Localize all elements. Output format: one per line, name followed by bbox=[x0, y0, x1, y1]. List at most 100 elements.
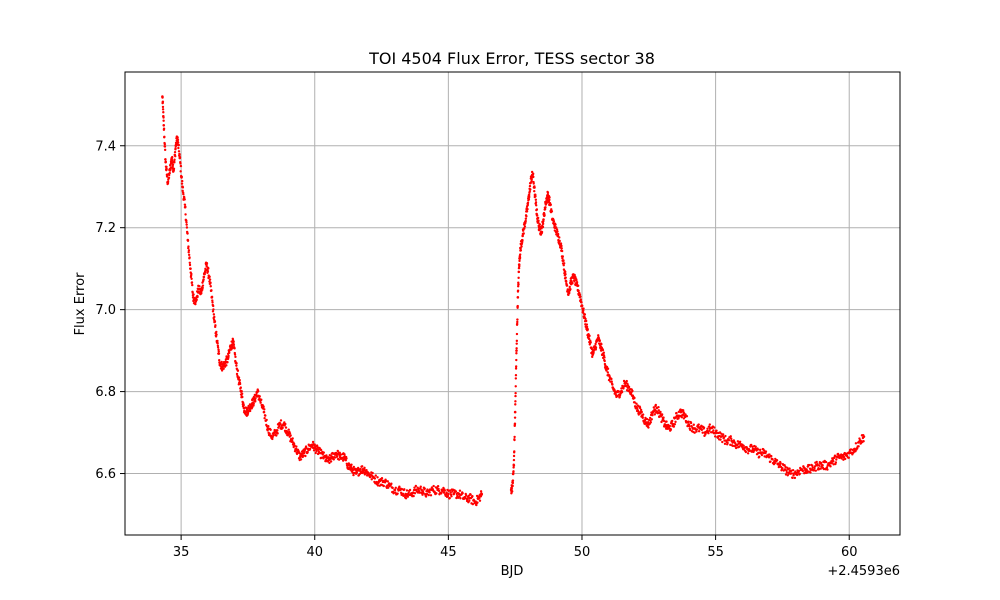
chart-title: TOI 4504 Flux Error, TESS sector 38 bbox=[368, 49, 655, 68]
y-tick-label: 6.8 bbox=[95, 385, 116, 400]
data-point bbox=[511, 479, 515, 482]
data-point bbox=[558, 239, 561, 243]
data-point bbox=[423, 487, 426, 490]
data-point bbox=[695, 428, 699, 431]
data-point bbox=[538, 225, 542, 229]
data-point bbox=[424, 495, 428, 498]
data-point bbox=[177, 150, 181, 153]
data-point bbox=[165, 175, 169, 178]
data-point bbox=[564, 273, 567, 276]
data-point bbox=[847, 456, 850, 459]
data-point bbox=[680, 416, 684, 419]
data-point bbox=[693, 431, 696, 434]
data-point bbox=[337, 458, 341, 461]
data-point bbox=[727, 438, 731, 442]
data-point bbox=[669, 428, 673, 432]
data-point bbox=[167, 176, 171, 180]
data-point bbox=[826, 468, 829, 471]
data-point bbox=[516, 296, 520, 299]
data-point bbox=[758, 448, 762, 452]
data-point bbox=[413, 491, 417, 495]
data-point bbox=[252, 402, 255, 405]
data-point bbox=[236, 369, 240, 372]
data-point bbox=[325, 454, 328, 457]
data-point bbox=[840, 457, 843, 460]
data-point bbox=[479, 490, 483, 493]
data-point bbox=[544, 206, 547, 209]
data-point bbox=[584, 317, 587, 321]
data-point bbox=[769, 460, 772, 463]
data-point bbox=[660, 413, 664, 416]
data-point bbox=[240, 390, 243, 393]
data-point bbox=[511, 484, 514, 488]
data-point bbox=[515, 339, 519, 343]
data-point bbox=[215, 333, 218, 336]
data-point bbox=[577, 284, 580, 287]
data-point bbox=[829, 465, 832, 468]
data-point bbox=[468, 499, 471, 502]
data-point bbox=[339, 453, 342, 456]
data-point bbox=[164, 160, 167, 163]
data-point bbox=[601, 348, 605, 352]
data-point bbox=[234, 355, 237, 359]
data-point bbox=[719, 438, 722, 441]
data-point bbox=[562, 264, 565, 267]
data-point bbox=[269, 428, 272, 431]
data-point bbox=[538, 223, 541, 226]
data-point bbox=[583, 313, 587, 316]
data-point bbox=[429, 494, 433, 497]
data-point bbox=[770, 454, 773, 458]
data-point bbox=[534, 198, 538, 201]
data-point bbox=[758, 455, 761, 458]
data-point bbox=[187, 250, 190, 254]
data-point bbox=[672, 425, 676, 428]
data-point bbox=[170, 159, 174, 163]
data-point bbox=[535, 204, 538, 207]
data-point bbox=[201, 286, 204, 290]
data-point bbox=[554, 226, 558, 229]
data-point bbox=[605, 369, 608, 372]
data-point bbox=[639, 408, 643, 412]
data-point bbox=[514, 377, 518, 380]
data-point bbox=[254, 400, 257, 403]
data-point bbox=[517, 266, 521, 270]
data-point bbox=[862, 439, 865, 443]
data-point bbox=[670, 419, 674, 423]
data-point bbox=[788, 467, 791, 470]
data-point bbox=[215, 330, 218, 334]
data-point bbox=[785, 469, 788, 472]
data-point bbox=[597, 334, 600, 337]
data-point bbox=[469, 493, 472, 496]
data-point bbox=[688, 424, 691, 428]
data-point bbox=[185, 226, 189, 229]
data-point bbox=[255, 393, 258, 396]
data-point bbox=[188, 256, 191, 259]
data-point bbox=[580, 301, 583, 304]
data-point bbox=[542, 218, 545, 221]
data-point bbox=[512, 454, 516, 458]
data-point bbox=[181, 179, 184, 183]
data-point bbox=[515, 352, 518, 355]
data-point bbox=[292, 442, 296, 445]
data-point bbox=[735, 446, 738, 449]
x-tick-label: 35 bbox=[173, 545, 190, 560]
data-point bbox=[161, 96, 164, 99]
data-point bbox=[352, 465, 356, 469]
data-point bbox=[164, 158, 167, 161]
data-point bbox=[515, 342, 518, 345]
y-tick-label: 6.6 bbox=[95, 467, 116, 482]
data-point bbox=[527, 198, 531, 201]
data-point bbox=[171, 155, 174, 159]
data-point bbox=[579, 295, 582, 298]
data-point bbox=[276, 432, 279, 435]
data-point bbox=[638, 406, 642, 410]
data-point bbox=[350, 463, 353, 466]
data-point bbox=[191, 283, 194, 287]
data-point bbox=[685, 414, 689, 418]
data-point bbox=[723, 442, 727, 446]
data-point bbox=[764, 450, 768, 453]
data-point bbox=[262, 410, 266, 414]
data-point bbox=[564, 276, 567, 279]
data-point bbox=[579, 298, 583, 301]
data-point bbox=[531, 172, 535, 175]
